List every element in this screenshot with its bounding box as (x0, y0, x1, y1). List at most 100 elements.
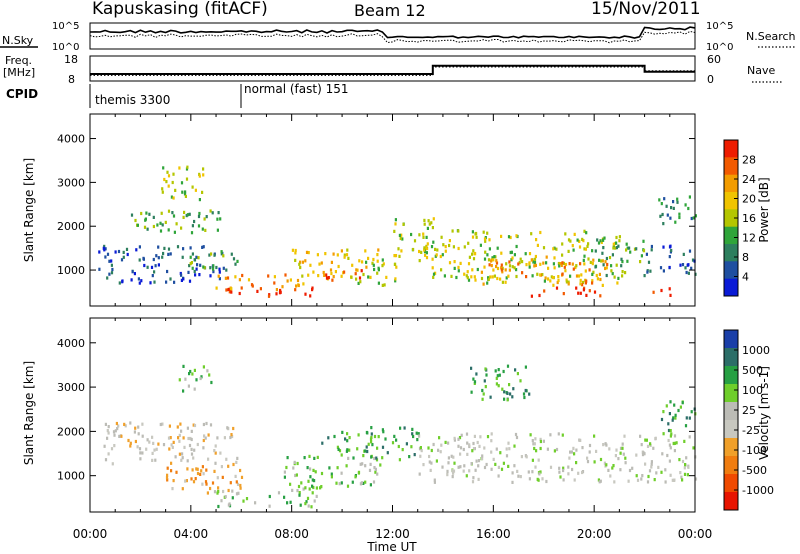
echo-cell (614, 246, 617, 250)
echo-cell (125, 247, 129, 251)
echo-cell (662, 245, 665, 249)
echo-cell (490, 432, 493, 436)
echo-cell (362, 481, 365, 485)
echo-cell (344, 437, 347, 441)
echo-cell (115, 421, 118, 426)
echo-cell (567, 249, 570, 253)
echo-cell (112, 430, 116, 434)
echo-cell (190, 437, 193, 442)
echo-cell (104, 458, 108, 462)
echo-cell (613, 275, 616, 279)
echo-cell (657, 465, 660, 469)
echo-cell (364, 464, 367, 468)
echo-cell (652, 290, 655, 294)
echo-cell (318, 262, 321, 266)
echo-cell (366, 449, 369, 454)
echo-cell (369, 437, 373, 441)
echo-cell (289, 278, 292, 282)
echo-cell (191, 224, 194, 228)
echo-cell (667, 422, 670, 426)
echo-cell (558, 466, 561, 470)
echo-cell (497, 384, 500, 388)
echo-cell (114, 429, 117, 433)
echo-cell (564, 262, 568, 267)
echo-cell (611, 272, 614, 276)
echo-cell (467, 241, 470, 245)
echo-cell (165, 476, 169, 480)
echo-cell (169, 277, 172, 281)
echo-cell (668, 245, 672, 249)
echo-cell (684, 463, 687, 467)
echo-cell (168, 424, 171, 428)
echo-cell (400, 249, 403, 253)
echo-cell (199, 263, 202, 267)
colorbar-cell (724, 438, 738, 457)
echo-cell (304, 486, 307, 490)
echo-cell (204, 228, 207, 232)
echo-cell (175, 470, 178, 474)
echo-cell (520, 455, 523, 459)
y-tick-label: 2000 (57, 425, 85, 438)
echo-cell (161, 187, 164, 191)
echo-cell (488, 238, 491, 242)
echo-cell (423, 218, 426, 222)
echo-cell (587, 257, 590, 261)
echo-cell (504, 280, 507, 284)
echo-cell (155, 447, 158, 451)
echo-cell (135, 248, 138, 252)
echo-cell (138, 245, 141, 249)
echo-cell (338, 482, 341, 486)
echo-cell (583, 262, 586, 266)
echo-cell (658, 198, 661, 202)
echo-cell (685, 456, 688, 460)
echo-cell (296, 489, 299, 493)
echo-cell (643, 452, 646, 456)
echo-cell (533, 446, 536, 451)
echo-cell (180, 181, 184, 185)
echo-cell (639, 434, 642, 438)
echo-cell (186, 213, 189, 217)
echo-cell (535, 238, 538, 242)
echo-cell (670, 432, 673, 436)
echo-cell (213, 253, 216, 257)
echo-cell (598, 258, 601, 262)
echo-cell (561, 242, 564, 246)
echo-cell (361, 462, 364, 466)
echo-cell (531, 274, 534, 278)
echo-cell (299, 260, 302, 264)
echo-cell (677, 408, 680, 413)
echo-cell (324, 252, 327, 256)
echo-cell (345, 449, 348, 453)
echo-cell (524, 365, 527, 369)
echo-cell (571, 262, 574, 266)
echo-cell (494, 462, 497, 466)
echo-cell (190, 447, 193, 451)
echo-cell (204, 436, 207, 440)
echo-cell (486, 253, 489, 257)
echo-cell (491, 256, 494, 260)
echo-cell (417, 432, 420, 436)
echo-cell (136, 223, 139, 227)
echo-cell (596, 277, 599, 281)
echo-cell (189, 255, 192, 259)
echo-cell (481, 457, 484, 461)
echo-cell (214, 444, 217, 448)
echo-cell (259, 287, 262, 291)
echo-cell (635, 247, 638, 251)
echo-cell (665, 204, 668, 208)
echo-cell (104, 422, 107, 426)
echo-cell (343, 253, 346, 257)
echo-cell (298, 493, 301, 497)
echo-cell (364, 449, 367, 453)
echo-cell (180, 458, 183, 462)
echo-cell (364, 480, 367, 484)
echo-cell (267, 294, 271, 298)
echo-cell (422, 235, 425, 239)
echo-cell (552, 283, 555, 287)
echo-cell (525, 275, 528, 279)
echo-cell (483, 465, 487, 470)
echo-cell (337, 447, 340, 451)
echo-cell (289, 500, 292, 504)
power-frame (89, 113, 696, 307)
echo-cell (162, 251, 165, 256)
